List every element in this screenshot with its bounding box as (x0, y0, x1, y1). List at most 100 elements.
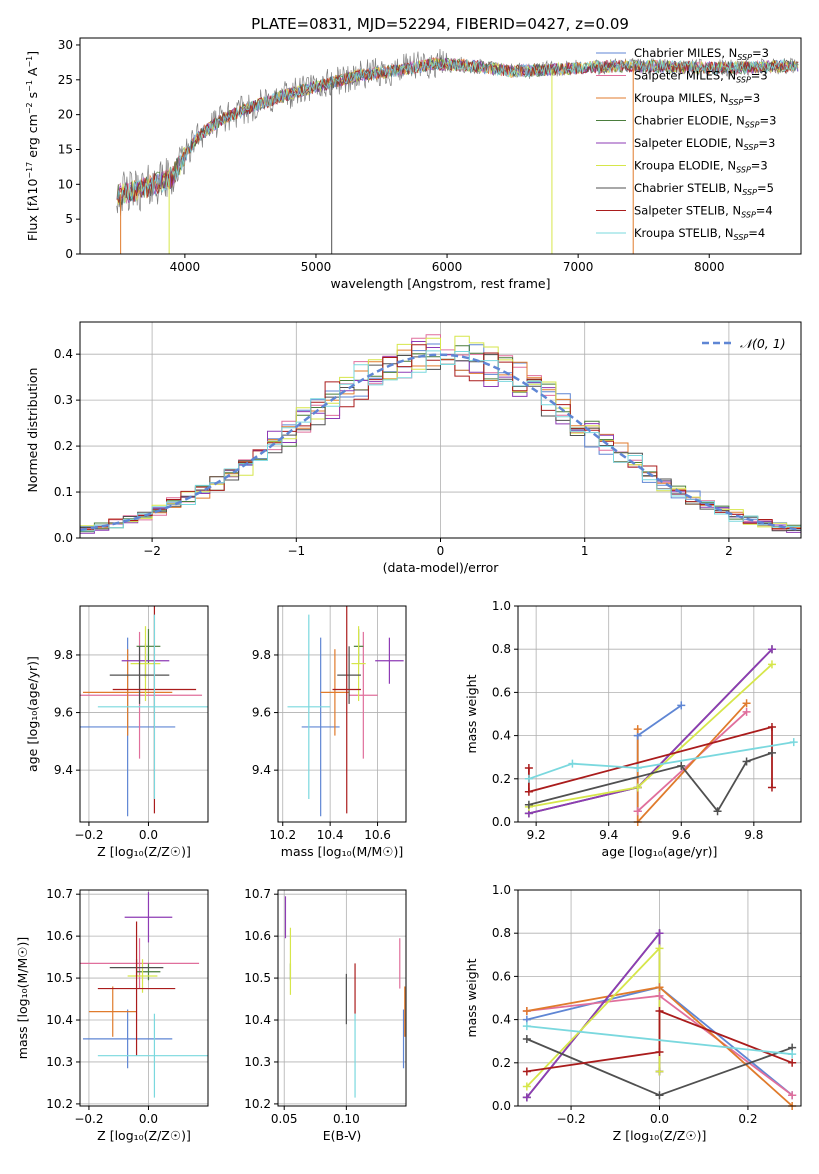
normal-distribution-curve (80, 353, 801, 532)
x-tick-label: −1 (287, 544, 305, 558)
x-tick-label: 9.2 (527, 828, 546, 842)
x-tick-label: −0.2 (74, 1112, 103, 1126)
x-axis-label: (data-model)/error (383, 560, 500, 575)
y-tick-label: 9.6 (252, 706, 271, 720)
axes-frame (517, 605, 802, 823)
y-tick-label: 0.2 (54, 439, 73, 453)
axes-weight-vs-Z: −0.2 0.0 0.2 0.0 0.2 0.4 0.6 0.8 1.0 Z [log₁₀(Z/Z… (464, 883, 802, 1143)
y-axis-label: Normed distribution (25, 368, 40, 493)
x-tick-label: 0.2 (738, 1112, 757, 1126)
data-point-marker (655, 991, 664, 1000)
x-tick-label: 7000 (563, 260, 594, 274)
data-point-marker (677, 701, 686, 710)
data-point-marker (522, 1006, 531, 1015)
x-tick-label: −0.2 (556, 1112, 585, 1126)
x-axis-label: E(B-V) (323, 1128, 362, 1143)
y-tick-label: 10.2 (244, 1097, 271, 1111)
data-point-marker (522, 1035, 531, 1044)
data-point-marker (655, 983, 664, 992)
x-tick-label: 0.10 (333, 1112, 360, 1126)
legend-entry: Kroupa STELIB, NSSP=4 (634, 226, 765, 242)
data-point-marker (655, 1048, 664, 1056)
x-tick-label: 10.6 (364, 828, 391, 842)
data-point-marker (767, 660, 776, 669)
axes-mass-vs-ebv: 0.05 0.10 10.2 10.3 10.4 10.5 10.6 10.7 E(B-V) (244, 887, 407, 1143)
axes-weight-vs-age: 9.2 9.4 9.6 9.8 0.0 0.2 0.4 0.6 0.8 1.0 age [log₁₀… (464, 599, 802, 859)
series-line-salpeter-stelib (526, 1009, 793, 1073)
y-tick-label: 10.6 (46, 929, 73, 943)
y-axis-label: mass [log₁₀(M/M☉)] (15, 937, 30, 1059)
plot-area (80, 334, 801, 534)
x-tick-label: 10.2 (269, 828, 296, 842)
y-tick-label: 1.0 (492, 599, 511, 613)
legend-entry: Salpeter STELIB, NSSP=4 (634, 204, 773, 220)
axes-residuals: −2 −1 0 1 2 0.0 0.1 0.2 0.3 0.4 (data-model)/error… (25, 321, 802, 575)
model-spectrum-salpeter-stelib (117, 58, 799, 203)
x-tick-label: 0.0 (650, 1112, 669, 1126)
y-tick-label: 15 (58, 142, 73, 156)
histogram-chabrier-stelib (80, 354, 801, 532)
axes-frame (277, 605, 407, 823)
y-tick-label: 10.3 (244, 1055, 271, 1069)
y-tick-label: 10.6 (244, 929, 271, 943)
x-tick-label: 6000 (432, 260, 463, 274)
y-tick-label: 0 (65, 247, 73, 261)
y-tick-label: 0.4 (492, 1013, 511, 1027)
axes-frame (517, 889, 802, 1107)
y-tick-label: 9.8 (54, 648, 73, 662)
y-tick-label: 10.5 (46, 971, 73, 985)
x-tick-label: 4000 (170, 260, 201, 274)
data-point-marker (633, 764, 642, 772)
legend-entry: Kroupa ELODIE, NSSP=3 (634, 159, 768, 175)
data-point-marker (713, 807, 722, 816)
data-point-marker (767, 783, 776, 792)
series-line-kroupa-stelib (526, 1025, 793, 1056)
legend-entry: 𝒩(0, 1) (740, 336, 786, 351)
y-tick-label: 0.8 (492, 642, 511, 656)
y-tick-label: 10.7 (46, 887, 73, 901)
y-tick-label: 10.4 (244, 1013, 271, 1027)
plot-area (287, 606, 404, 817)
y-tick-label: 0.4 (54, 347, 73, 361)
x-tick-label: 10.4 (317, 828, 344, 842)
x-axis-label: Z [log₁₀(Z/Z☉)] (97, 844, 191, 859)
legend-entry: Chabrier ELODIE, NSSP=3 (634, 114, 776, 130)
data-point-marker (524, 764, 533, 772)
model-spectrum-chabrier-stelib (117, 57, 799, 206)
data-point-marker (522, 1067, 531, 1076)
data-point-marker (742, 699, 751, 708)
y-tick-label: 5 (65, 212, 73, 226)
data-point-marker (789, 738, 798, 747)
legend-entry: Salpeter MILES, NSSP=3 (634, 69, 768, 85)
y-tick-label: 10.3 (46, 1055, 73, 1069)
axes-frame (79, 605, 209, 823)
y-tick-label: 9.4 (54, 763, 73, 777)
axes-spectrum: 4000 5000 6000 7000 8000 0 5 10 15 20 25 30 waveleng… (25, 37, 802, 291)
x-tick-label: 9.6 (672, 828, 691, 842)
legend-entry: Salpeter ELODIE, NSSP=3 (634, 136, 775, 152)
x-tick-label: 2 (725, 544, 733, 558)
data-point-marker (633, 725, 642, 734)
y-tick-label: 10.2 (46, 1097, 73, 1111)
data-point-marker (655, 1091, 664, 1100)
axes-age-vs-mass: 10.2 10.4 10.6 9.4 9.6 9.8 mass [log₁₀(M/M☉)] (252, 605, 407, 859)
y-tick-label: 0.3 (54, 393, 73, 407)
y-tick-label: 0.2 (492, 772, 511, 786)
y-tick-label: 9.4 (252, 763, 271, 777)
data-point-marker (767, 722, 776, 731)
data-point-marker (522, 1082, 531, 1091)
axes-frame (277, 889, 407, 1107)
data-point-marker (767, 748, 776, 757)
plot-area (80, 606, 208, 817)
y-axis-label: age [log₁₀(age/yr)] (25, 656, 40, 772)
y-tick-label: 0.0 (492, 1099, 511, 1113)
x-tick-label: 9.4 (599, 828, 618, 842)
axes-mass-vs-Z: −0.2 0.0 10.2 10.3 10.4 10.5 10.6 10.7 Z [log₁₀(… (15, 887, 209, 1143)
data-point-marker (524, 774, 533, 783)
y-tick-label: 10.5 (244, 971, 271, 985)
data-point-marker (677, 761, 686, 770)
y-tick-label: 0.1 (54, 485, 73, 499)
x-tick-label: 0.0 (139, 1112, 158, 1126)
x-tick-label: 5000 (301, 260, 332, 274)
